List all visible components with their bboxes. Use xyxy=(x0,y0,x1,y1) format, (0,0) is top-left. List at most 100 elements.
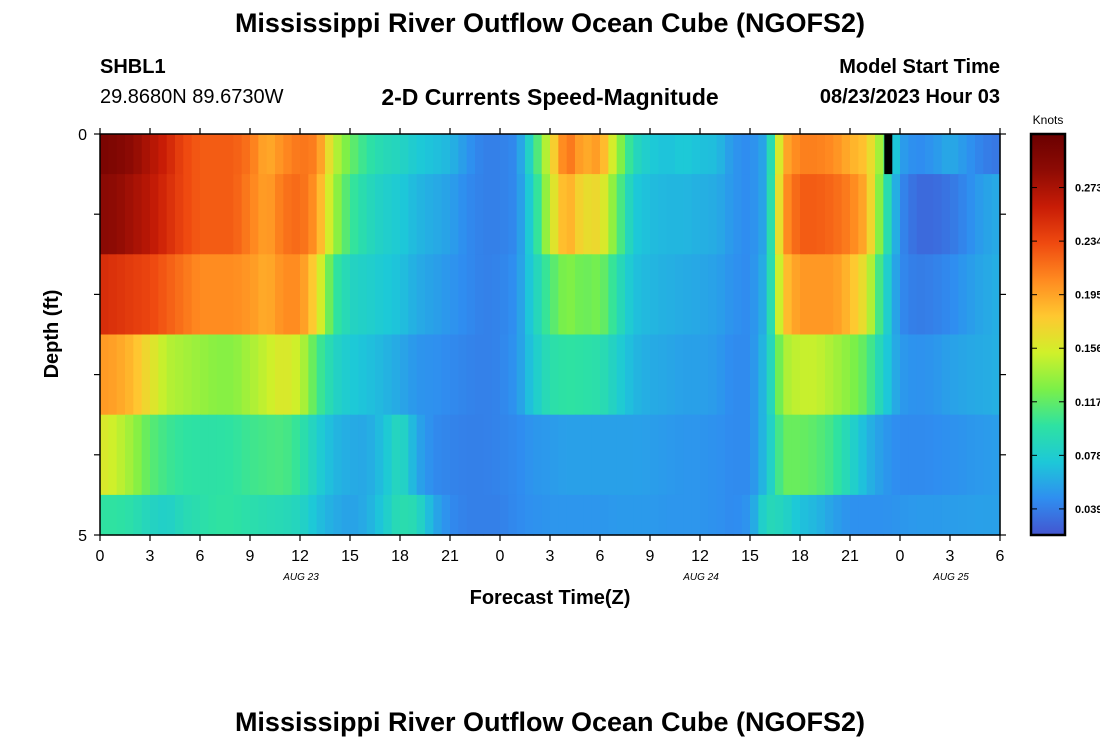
heatmap-cell xyxy=(941,414,951,496)
heatmap-cell xyxy=(933,174,943,255)
heatmap-cell xyxy=(825,174,834,255)
heatmap-cell xyxy=(800,254,809,336)
heatmap-cell xyxy=(333,414,343,496)
heatmap-cell xyxy=(558,494,568,536)
heatmap-cell xyxy=(475,134,484,175)
heatmap-cell xyxy=(525,254,534,336)
heatmap-cell xyxy=(458,134,468,175)
heatmap-cell xyxy=(858,334,868,416)
heatmap-cell xyxy=(258,254,268,336)
heatmap-cell xyxy=(400,174,409,255)
heatmap-cell xyxy=(816,134,826,175)
heatmap-cell xyxy=(716,134,726,175)
heatmap-cell xyxy=(183,494,193,536)
heatmap-cell xyxy=(625,334,634,416)
heatmap-cell xyxy=(291,134,301,175)
heatmap-cell xyxy=(308,134,318,175)
heatmap-cell xyxy=(866,494,876,536)
heatmap-cell xyxy=(233,494,243,536)
heatmap-cell xyxy=(916,334,926,416)
heatmap-cell xyxy=(316,134,326,175)
heatmap-cell xyxy=(950,414,959,496)
heatmap-cell xyxy=(225,414,234,496)
heatmap-cell xyxy=(450,174,459,255)
heatmap-cell xyxy=(841,174,851,255)
heatmap-cell xyxy=(700,254,709,336)
heatmap-cell xyxy=(225,494,234,536)
heatmap-cell xyxy=(341,174,351,255)
heatmap-cell xyxy=(600,254,609,336)
heatmap-cell xyxy=(716,334,726,416)
heatmap-cell xyxy=(408,174,418,255)
date-label: AUG 25 xyxy=(932,572,969,583)
missing-data-marker xyxy=(884,134,893,175)
heatmap-cell xyxy=(375,134,384,175)
heatmap-cell xyxy=(650,134,659,175)
colorbar-tick-label: 0.234 xyxy=(1075,236,1100,248)
heatmap-cell xyxy=(766,414,776,496)
heatmap-cell xyxy=(850,134,859,175)
heatmap-cell xyxy=(991,174,1001,255)
heatmap-cell xyxy=(258,174,268,255)
heatmap-cell xyxy=(583,334,593,416)
heatmap-cell xyxy=(691,134,701,175)
heatmap-cell xyxy=(308,174,318,255)
heatmap-cell xyxy=(291,174,301,255)
heatmap-cell xyxy=(408,334,418,416)
heatmap-cell xyxy=(108,254,118,336)
heatmap-cell xyxy=(725,334,734,416)
heatmap-cell xyxy=(400,134,409,175)
heatmap-cell xyxy=(283,174,293,255)
heatmap-cell xyxy=(483,414,493,496)
heatmap-cell xyxy=(941,494,951,536)
heatmap-cell xyxy=(633,414,643,496)
heatmap-cell xyxy=(575,334,584,416)
heatmap-cell xyxy=(158,174,168,255)
heatmap-cell xyxy=(125,174,134,255)
heatmap-cell xyxy=(100,334,109,416)
heatmap-cell xyxy=(116,134,126,175)
heatmap-cell xyxy=(550,334,559,416)
heatmap-cell xyxy=(658,494,668,536)
heatmap-cell xyxy=(483,174,493,255)
heatmap-cell xyxy=(566,174,576,255)
heatmap-cell xyxy=(600,334,609,416)
heatmap-cell xyxy=(250,494,259,536)
heatmap-cell xyxy=(841,494,851,536)
heatmap-cell xyxy=(983,134,993,175)
heatmap-cell xyxy=(233,334,243,416)
heatmap-cell xyxy=(608,494,618,536)
heatmap-cell xyxy=(750,254,759,336)
heatmap-cell xyxy=(158,134,168,175)
heatmap-cell xyxy=(700,334,709,416)
heatmap-cell xyxy=(133,494,143,536)
heatmap-cell xyxy=(791,334,801,416)
heatmap-cell xyxy=(883,174,893,255)
heatmap-cell xyxy=(425,334,434,416)
heatmap-cell xyxy=(133,254,143,336)
date-label: AUG 23 xyxy=(282,572,319,583)
heatmap-cell xyxy=(450,334,459,416)
heatmap-cell xyxy=(466,414,476,496)
heatmap-cell xyxy=(375,494,384,536)
heatmap-cell xyxy=(600,494,609,536)
heatmap-cell xyxy=(466,174,476,255)
heatmap-cell xyxy=(275,414,284,496)
heatmap-cell xyxy=(783,494,793,536)
heatmap-cell xyxy=(591,134,601,175)
heatmap-cell xyxy=(750,414,759,496)
heatmap-cell xyxy=(808,334,818,416)
heatmap-cell xyxy=(166,134,176,175)
heatmap-cell xyxy=(500,414,509,496)
x-tick-label: 6 xyxy=(996,548,1005,565)
heatmap-cell xyxy=(558,334,568,416)
heatmap-cell xyxy=(408,134,418,175)
heatmap-cell xyxy=(375,414,384,496)
heatmap-cell xyxy=(916,174,926,255)
heatmap-cell xyxy=(908,334,918,416)
heatmap-cell xyxy=(475,494,484,536)
heatmap-cell xyxy=(441,414,451,496)
heatmap-cell xyxy=(566,134,576,175)
heatmap-cell xyxy=(900,494,909,536)
heatmap-cell xyxy=(333,334,343,416)
